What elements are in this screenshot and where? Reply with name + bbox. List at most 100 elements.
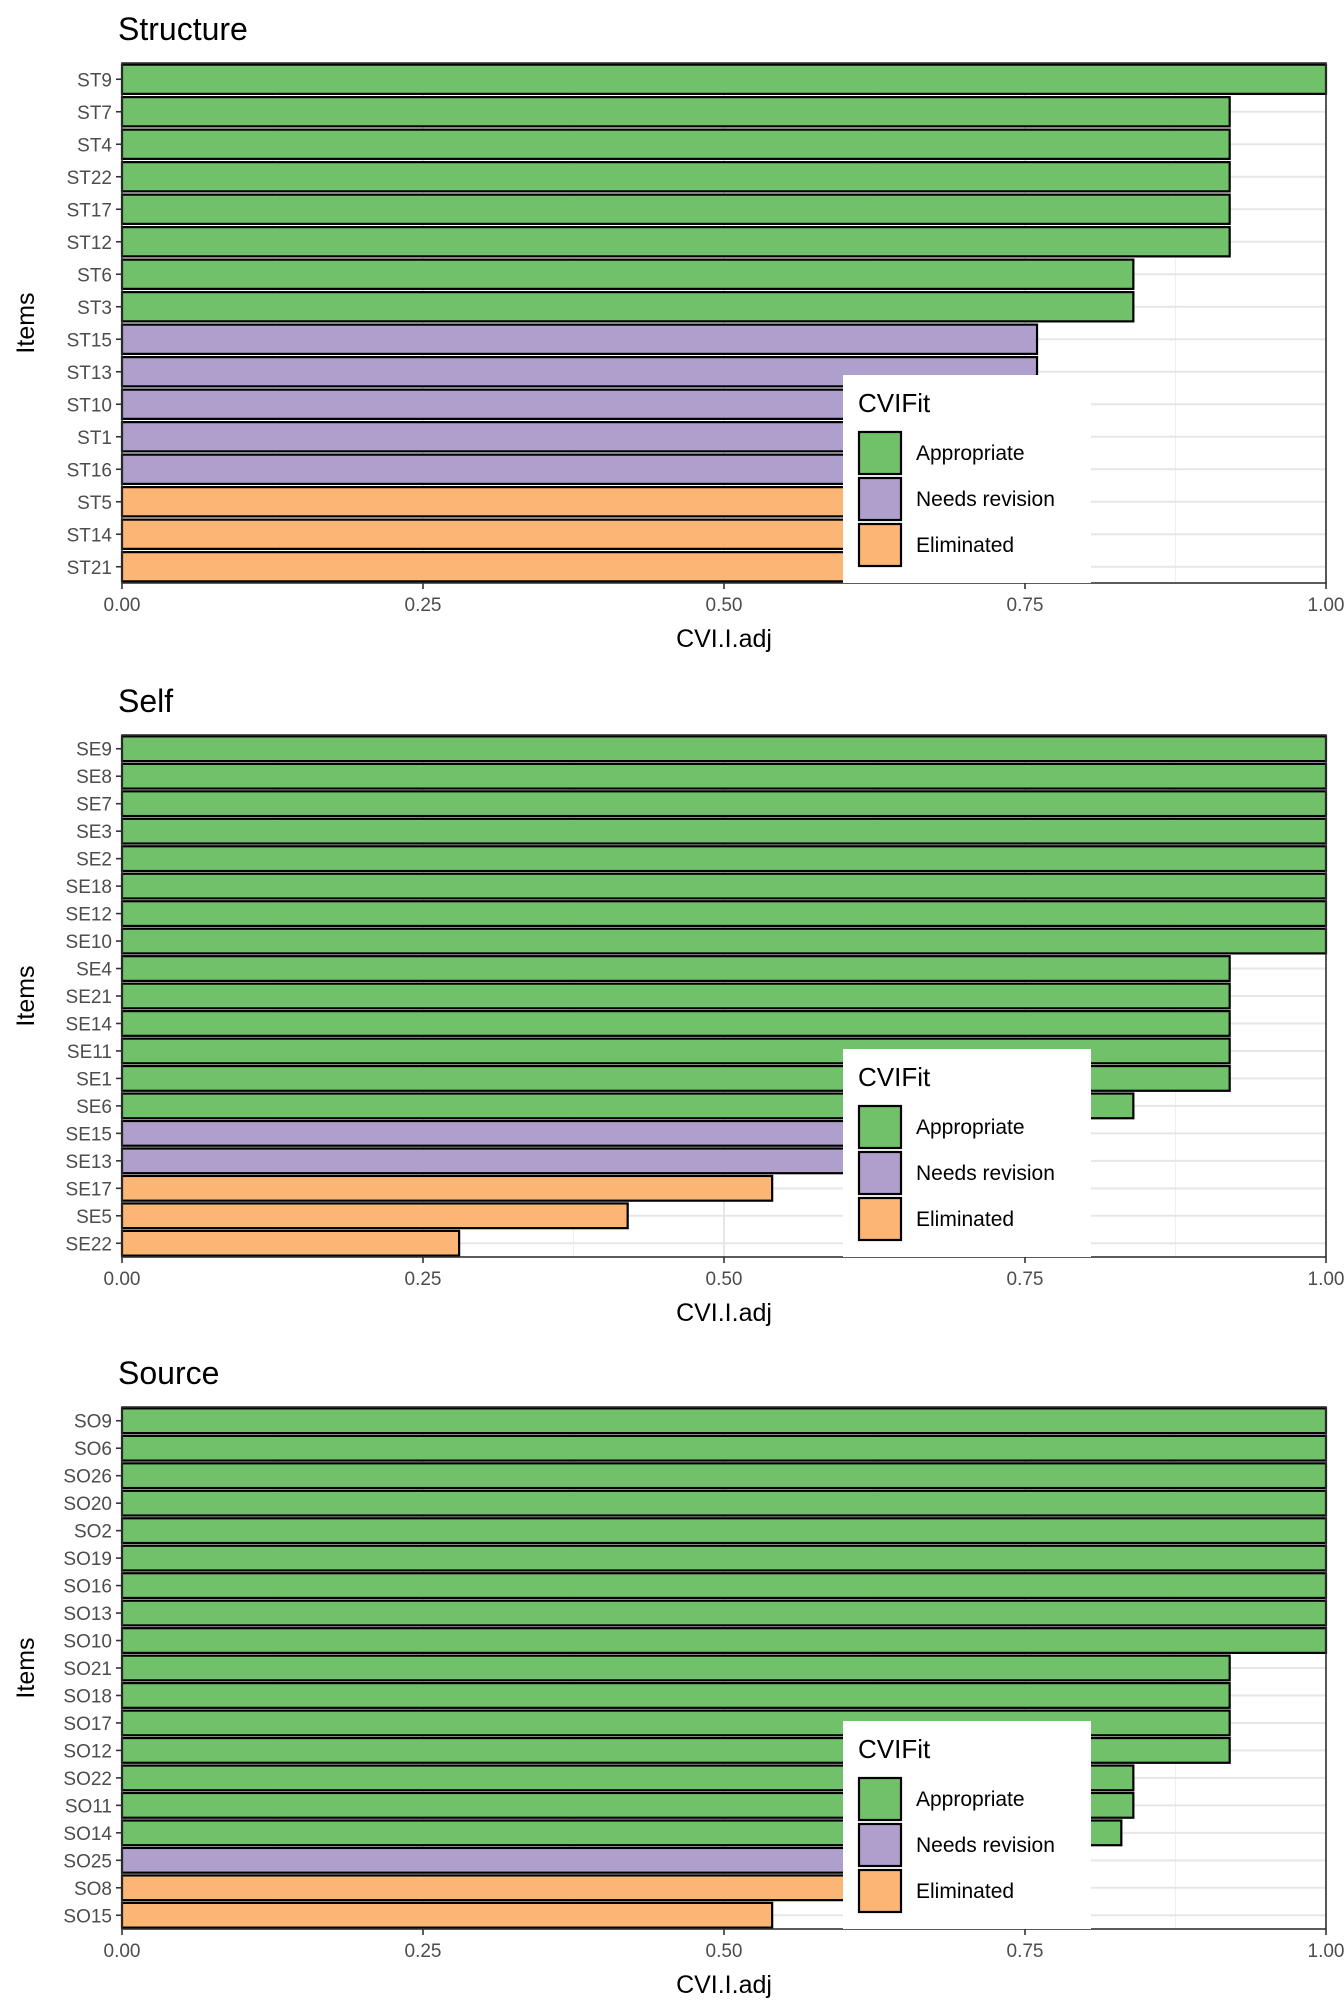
legend-label: Needs revision	[916, 488, 1055, 511]
y-tick-label: SO20	[63, 1494, 112, 1515]
bar-st3	[120, 291, 1135, 323]
bar-se9	[120, 735, 1328, 763]
x-tick-label: 1.00	[1308, 595, 1344, 616]
y-tick-label: SO19	[63, 1549, 112, 1570]
x-tick-label: 0.50	[706, 1269, 743, 1290]
chart-title: Self	[118, 683, 173, 719]
bar-st5	[120, 486, 906, 518]
bar-so16	[120, 1572, 1328, 1600]
y-axis-title: Items	[12, 292, 40, 353]
bar-st9	[120, 63, 1328, 95]
bar-se10	[120, 927, 1328, 955]
y-tick-label: SO9	[74, 1412, 112, 1433]
legend-key-eliminated	[857, 522, 903, 568]
bar-st22	[120, 161, 1231, 193]
legend-key-appropriate	[857, 1104, 903, 1150]
legend-title: CVIFit	[858, 1734, 931, 1764]
bar-se8	[120, 762, 1328, 790]
x-tick-label: 0.00	[104, 1269, 141, 1290]
bar-st4	[120, 128, 1231, 160]
y-tick-label: SO8	[74, 1879, 112, 1900]
bar-se7	[120, 790, 1328, 818]
y-tick-label: ST14	[67, 525, 113, 546]
chart-title: Structure	[118, 11, 248, 47]
y-tick-label: ST15	[67, 330, 112, 351]
y-tick-label: ST3	[77, 298, 112, 319]
x-tick-label: 0.25	[405, 1941, 442, 1962]
legend: CVIFit Appropriate Needs revision Eliminate…	[843, 1721, 1091, 1929]
bar-se2	[120, 845, 1328, 873]
y-tick-label: SO25	[63, 1851, 112, 1872]
chart-title: Source	[118, 1355, 219, 1391]
bar-so25	[120, 1846, 906, 1874]
x-tick-label: 0.75	[1007, 595, 1044, 616]
x-tick-label: 0.25	[405, 1269, 442, 1290]
y-tick-label: SE13	[66, 1152, 112, 1173]
bar-se5	[120, 1202, 629, 1230]
y-tick-label: SO17	[63, 1714, 112, 1735]
y-tick-label: SE5	[76, 1207, 112, 1228]
y-tick-label: ST13	[67, 363, 112, 384]
y-tick-label: SE2	[76, 850, 112, 871]
bar-se12	[120, 900, 1328, 928]
bar-se21	[120, 982, 1231, 1010]
y-tick-label: ST4	[77, 135, 112, 156]
y-tick-label: SE15	[66, 1124, 112, 1145]
y-tick-label: SO10	[63, 1632, 112, 1653]
bar-so9	[120, 1407, 1328, 1435]
legend-key-needs-revision	[857, 1822, 903, 1868]
x-tick-label: 0.00	[104, 595, 141, 616]
legend-key-appropriate	[857, 1776, 903, 1822]
legend-label: Eliminated	[916, 1208, 1014, 1231]
y-tick-label: ST6	[77, 265, 112, 286]
bar-st17	[120, 193, 1231, 225]
legend-key-eliminated	[857, 1196, 903, 1242]
y-tick-label: SO15	[63, 1906, 112, 1927]
y-tick-label: SE9	[76, 740, 112, 761]
y-tick-label: SO14	[63, 1824, 112, 1845]
bar-se18	[120, 872, 1328, 900]
x-tick-label: 1.00	[1308, 1269, 1344, 1290]
y-tick-label: SO21	[63, 1659, 112, 1680]
y-tick-label: SE11	[67, 1042, 112, 1063]
x-tick-label: 0.25	[405, 595, 442, 616]
bar-se14	[120, 1010, 1231, 1037]
x-tick-label: 0.75	[1007, 1269, 1044, 1290]
y-tick-label: SO26	[63, 1467, 112, 1488]
bar-se13	[120, 1147, 906, 1175]
y-tick-label: ST1	[77, 428, 112, 449]
legend-title: CVIFit	[858, 388, 931, 418]
x-tick-label: 0.75	[1007, 1941, 1044, 1962]
bar-se22	[120, 1229, 461, 1257]
legend-key-needs-revision	[857, 1150, 903, 1196]
y-tick-label: SE6	[76, 1097, 112, 1118]
bar-so10	[120, 1627, 1328, 1654]
y-tick-label: ST7	[77, 103, 112, 124]
legend-key-eliminated	[857, 1868, 903, 1914]
legend: CVIFit Appropriate Needs revision Eliminate…	[843, 1049, 1091, 1257]
bar-so15	[120, 1901, 774, 1929]
y-tick-label: SO22	[63, 1769, 112, 1790]
y-tick-label: SE17	[66, 1179, 112, 1200]
y-tick-label: SE12	[66, 905, 112, 926]
y-tick-label: ST12	[67, 233, 112, 254]
x-tick-label: 0.50	[706, 1941, 743, 1962]
x-tick-label: 0.50	[706, 595, 743, 616]
x-tick-label: 1.00	[1308, 1941, 1344, 1962]
chart-panel-self: Self SE9 SE8 SE7 SE3 SE2 SE18 SE12 SE10 SE4 SE21 SE…	[12, 683, 1344, 1327]
bar-se15	[120, 1119, 906, 1147]
legend-label: Eliminated	[916, 534, 1014, 557]
y-tick-label: ST10	[67, 395, 112, 416]
bar-so26	[120, 1462, 1328, 1490]
bar-st6	[120, 258, 1135, 290]
legend-key-needs-revision	[857, 476, 903, 522]
bar-so6	[120, 1434, 1328, 1462]
legend-label: Appropriate	[916, 442, 1025, 465]
chart-panel-structure: Structure ST9 ST7 ST4 ST22 ST17 ST12 ST6 ST3 ST15…	[12, 11, 1344, 653]
bar-so21	[120, 1654, 1231, 1682]
bar-st21	[120, 551, 906, 583]
y-tick-label: ST17	[67, 200, 112, 221]
y-tick-label: SO16	[63, 1577, 112, 1598]
y-tick-label: SE4	[76, 960, 112, 981]
